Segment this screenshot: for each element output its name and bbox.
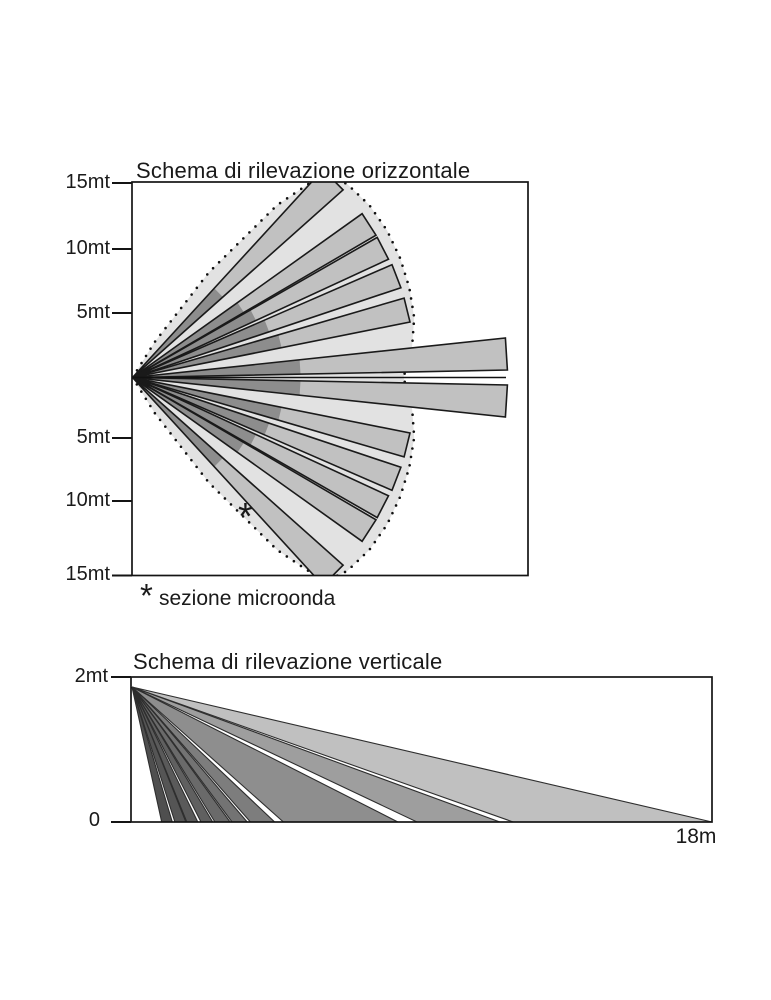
y-axis-label-10mt-bottom: 10mt — [65, 489, 110, 511]
pir-beam-outline — [132, 376, 509, 418]
beam-inner-segment — [132, 377, 244, 453]
pir-beam-outline — [132, 337, 509, 379]
horizontal-diagram-title: Schema di rilevazione orizzontale — [136, 158, 471, 183]
y-axis-label-15mt-top: 15mt — [65, 171, 110, 193]
y-axis-label-10mt-top: 10mt — [65, 237, 110, 259]
pir-beam-outline — [132, 376, 402, 492]
beam-inner-segment — [132, 377, 223, 467]
range-label-18m: 18m — [675, 825, 717, 848]
ground-label-0: 0 — [88, 809, 100, 831]
horizontal-fan — [132, 182, 509, 576]
pir-beam-outline — [132, 297, 411, 379]
vertical-diagram-title: Schema di rilevazione verticale — [133, 649, 443, 674]
footnote-asterisk: * — [140, 577, 153, 614]
beam-inner-segment — [132, 302, 244, 378]
pir-beam-outline — [132, 376, 378, 543]
pir-beam-outline — [132, 182, 345, 379]
beam-inner-segment — [132, 288, 223, 378]
pir-beam-outline — [132, 212, 378, 379]
y-axis-label-5mt-top: 5mt — [76, 301, 110, 323]
pir-beam-outline — [132, 263, 402, 379]
pir-beam-outline — [132, 376, 411, 458]
y-axis-label-15mt-bottom: 15mt — [65, 563, 110, 585]
y-axis-label-5mt-bottom: 5mt — [76, 426, 110, 448]
footnote-label: sezione microonda — [159, 587, 336, 610]
horizontal-diagram-border — [131, 181, 529, 577]
vertical-diagram-border — [130, 676, 713, 823]
pir-beam-outline — [132, 236, 390, 379]
microwave-asterisk-marker: * — [238, 496, 253, 538]
height-axis-label-2mt: 2mt — [74, 665, 108, 687]
pir-beam-outline — [132, 376, 390, 519]
